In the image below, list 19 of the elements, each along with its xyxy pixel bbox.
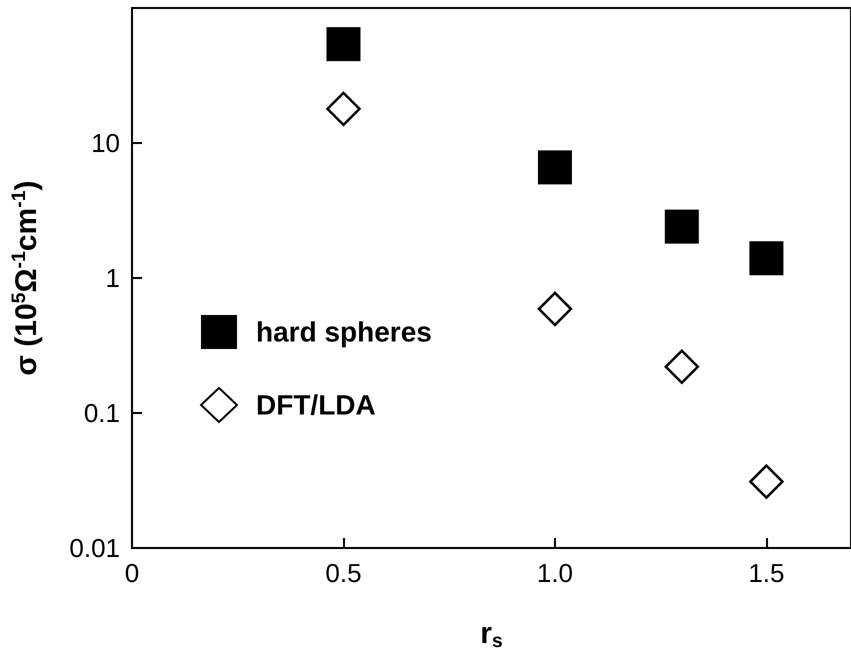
point bbox=[326, 27, 360, 62]
x-tick-label: 0 bbox=[124, 558, 140, 588]
x-tick-label: 0.5 bbox=[325, 558, 362, 588]
point bbox=[749, 241, 784, 276]
x-tick-label: 1.0 bbox=[536, 558, 574, 588]
point bbox=[538, 150, 572, 184]
y-tick-label: 10 bbox=[91, 128, 120, 158]
point bbox=[664, 210, 699, 244]
point bbox=[538, 292, 572, 326]
point bbox=[749, 464, 784, 499]
x-tick-label: 1.5 bbox=[748, 558, 784, 588]
y-tick-label: 0.1 bbox=[84, 398, 120, 428]
y-tick-label: 0.01 bbox=[69, 533, 120, 563]
legend-label: DFT/LDA bbox=[256, 390, 376, 420]
y-axis-title: σ (105Ω-1cm-1) bbox=[8, 180, 43, 376]
point bbox=[664, 350, 700, 384]
point bbox=[326, 92, 361, 126]
legend-label: hard spheres bbox=[256, 316, 432, 348]
y-tick-label: 1 bbox=[106, 263, 120, 293]
